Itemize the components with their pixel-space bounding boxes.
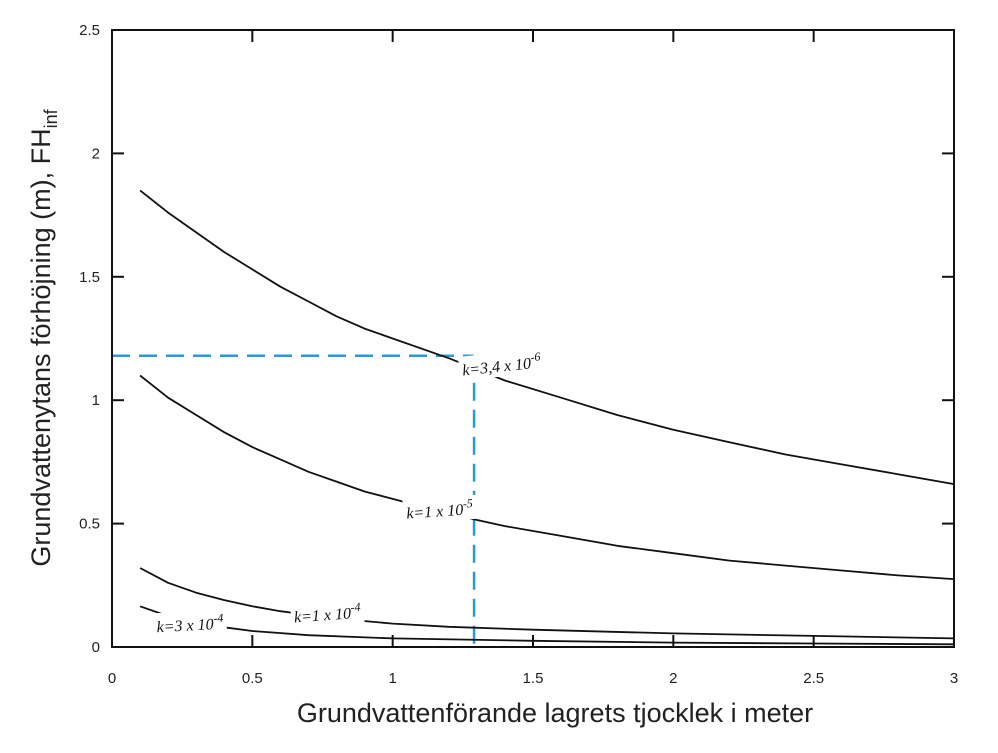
series-line-1 [139,189,955,485]
y-axis-title-main: Grundvattenytans förhöjning (m), FH [26,128,56,566]
curve-label-base: k=1 x 10 [406,502,464,523]
x-tick-label: 3 [950,670,958,687]
curve-label-3: k=1 x 10-4 [290,598,365,628]
x-axis-title: Grundvattenförande lagrets tjocklek i me… [297,698,813,728]
tick-layer [111,29,955,648]
curve-label-background [457,348,545,381]
curve-label-2: k=1 x 10-5 [402,494,477,524]
curve-label-base: k=1 x 10 [294,605,352,626]
y-tick-label: 0.5 [79,516,100,533]
curve-label-background [290,598,365,628]
x-tick-label: 1 [388,670,396,687]
y-tick-label: 0 [92,639,100,656]
curve-label-background [402,494,477,524]
plot-area [112,30,954,647]
curve-label-base: k=3 x 10 [156,616,214,636]
x-tick-label: 2.5 [803,670,824,687]
curve-label-text: k=3 x 10-4 [156,611,224,636]
y-axis-title: Grundvattenytans förhöjning (m), FHinf [26,108,61,566]
y-tick-label: 1 [92,392,100,409]
y-tick-label: 2 [92,145,100,162]
curve-label-1: k=3,4 x 10-6 [457,348,545,381]
x-tick-label: 2 [669,670,677,687]
y-axis-title-subscript: inf [41,108,61,128]
tick-label-layer: 0 0.5 1 1.5 2 2.5 3 0 0.5 1 1.5 2 2.5 [79,22,958,687]
curve-label-background [152,609,228,638]
curve-label-text: k=1 x 10-4 [293,600,361,627]
curve-label-layer: k=3,4 x 10-6k=1 x 10-5k=1 x 10-4k=3 x 10… [152,348,545,638]
curve-label-exponent: -4 [213,611,224,626]
y-tick-label: 2.5 [79,22,100,39]
curve-label-text: k=1 x 10-5 [405,496,473,523]
x-tick-label: 0 [108,670,116,687]
curve-label-4: k=3 x 10-4 [152,609,228,638]
x-tick-label: 0.5 [242,670,263,687]
x-tick-label: 1.5 [523,670,544,687]
curve-label-exponent: -5 [462,496,473,511]
curve-label-exponent: -4 [350,600,361,615]
y-tick-label: 1.5 [79,269,100,286]
curve-label-exponent: -6 [530,349,541,364]
